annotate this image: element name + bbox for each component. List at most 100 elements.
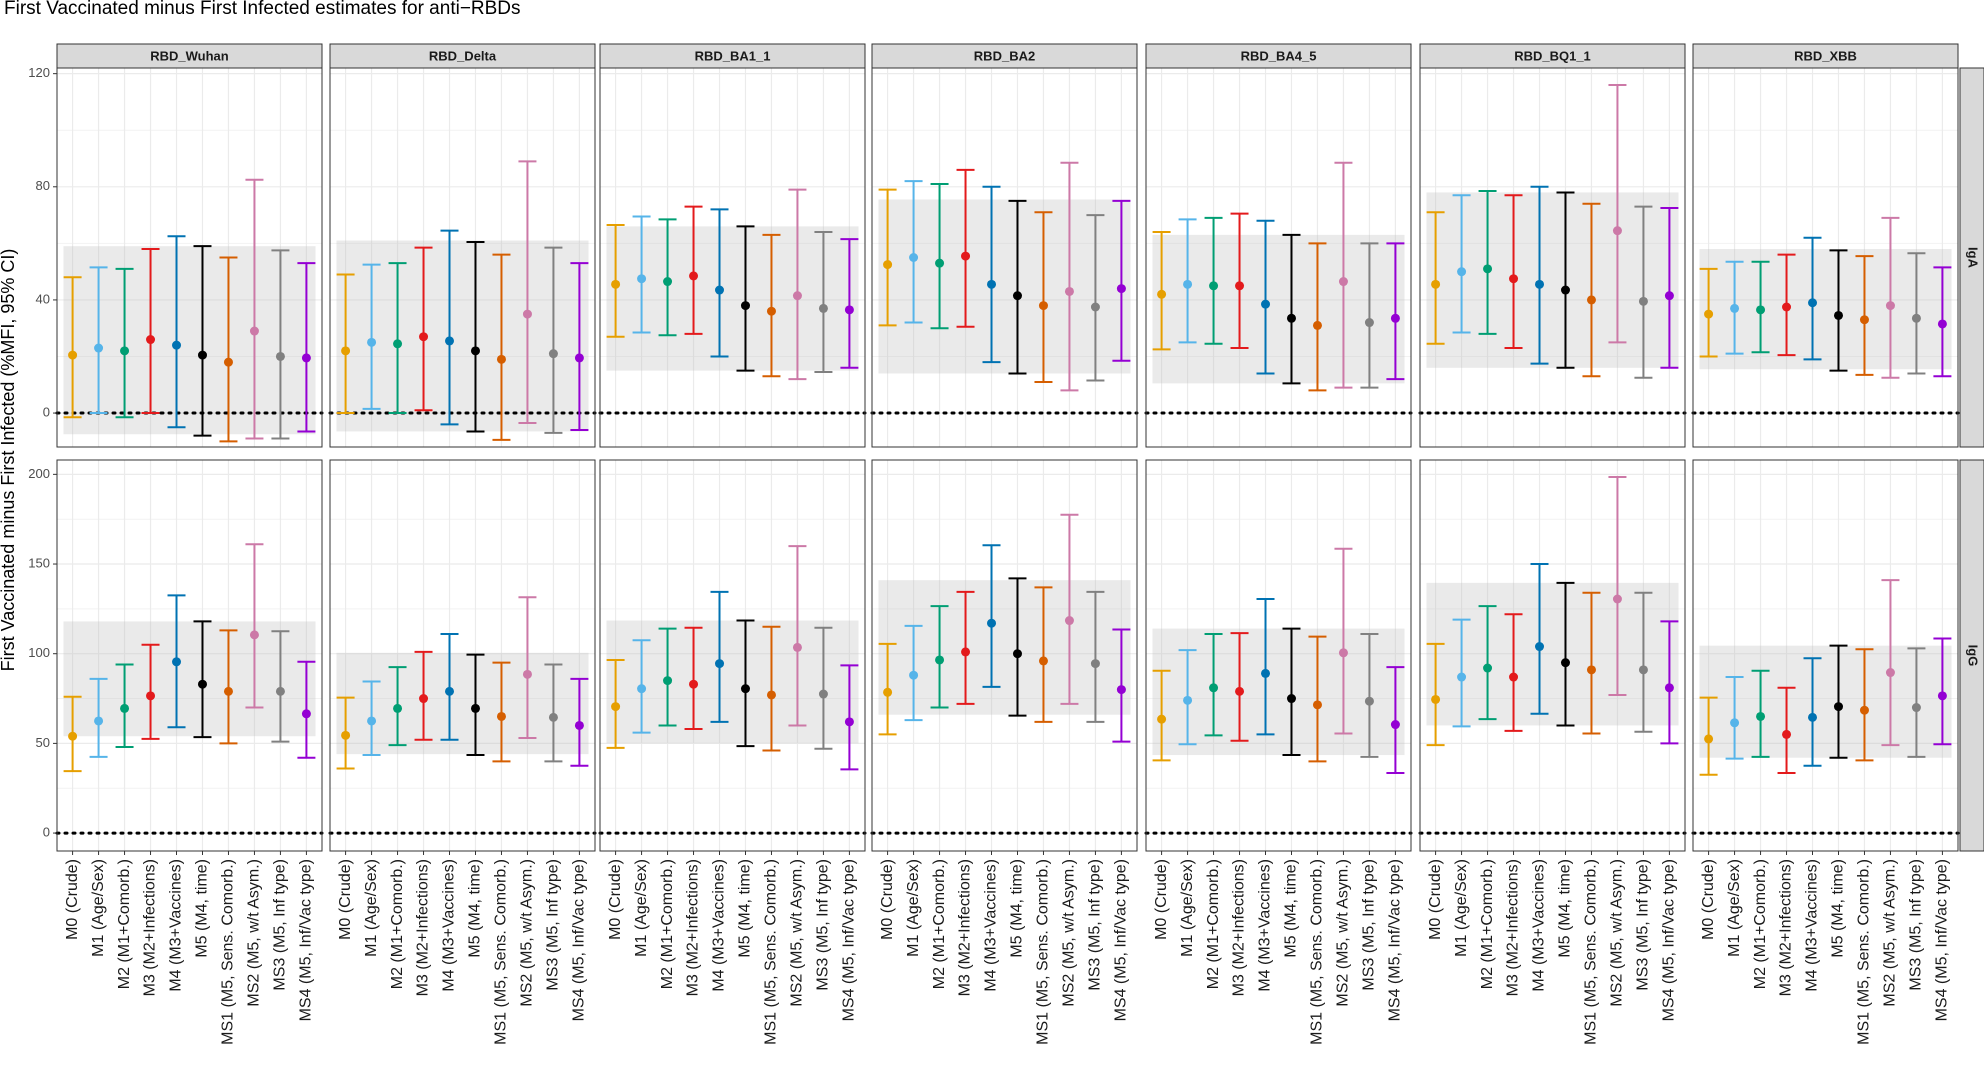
estimate-point-IgG-RBD_BQ1_1-1 xyxy=(1457,672,1467,682)
x-tick-label-RBD_BA2-2: M2 (M1+Comorb.) xyxy=(931,859,948,989)
errorbar-IgA-RBD_BQ1_1-6 xyxy=(1582,202,1601,378)
estimate-point-IgG-RBD_BA4_5-3 xyxy=(1235,686,1245,696)
estimate-point-IgA-RBD_BQ1_1-6 xyxy=(1586,295,1596,305)
errorbar-IgA-RBD_Wuhan-7 xyxy=(245,178,264,440)
estimate-point-IgA-RBD_BA4_5-1 xyxy=(1183,279,1193,289)
estimate-point-IgA-RBD_BA4_5-4 xyxy=(1261,299,1271,309)
estimate-point-IgA-RBD_BA1_1-3 xyxy=(689,271,699,281)
y-tick-label-IgG-50: 50 xyxy=(36,735,50,750)
estimate-point-IgA-RBD_BA4_5-9 xyxy=(1390,313,1400,323)
errorbar-IgA-RBD_BA2-9 xyxy=(1112,199,1131,362)
errorbar-IgG-RBD_BA4_5-5 xyxy=(1282,627,1301,757)
x-tick-label-RBD_BA1_1-6: MS1 (M5, Sens. Comorb.) xyxy=(763,859,780,1045)
estimate-point-IgA-RBD_BQ1_1-7 xyxy=(1612,226,1622,236)
estimate-point-IgA-RBD_BA2-2 xyxy=(935,258,945,268)
ci-band-IgG-RBD_BA4_5 xyxy=(1152,628,1405,756)
estimate-point-IgG-RBD_BA4_5-0 xyxy=(1157,714,1167,724)
ci-band-IgG-RBD_XBB xyxy=(1699,645,1952,758)
errorbar-IgA-RBD_BA1_1-8 xyxy=(814,231,833,374)
estimate-point-IgG-RBD_Delta-6 xyxy=(496,711,506,721)
errorbar-IgA-RBD_BA1_1-4 xyxy=(710,208,729,358)
errorbar-IgA-RBD_XBB-7 xyxy=(1881,216,1900,379)
y-tick-label-IgG-0: 0 xyxy=(43,825,50,840)
x-tick-label-RBD_BA2-0: M0 (Crude) xyxy=(879,859,896,940)
estimate-point-IgA-RBD_BA1_1-1 xyxy=(637,274,647,284)
errorbar-IgG-RBD_BA1_1-3 xyxy=(684,626,703,731)
estimate-point-IgA-RBD_XBB-0 xyxy=(1704,309,1714,319)
estimate-point-IgA-RBD_XBB-2 xyxy=(1756,305,1766,315)
errorbar-IgG-RBD_BA4_5-7 xyxy=(1334,547,1353,735)
panel-bg-IgG-RBD_Delta xyxy=(330,460,595,851)
estimate-point-IgA-RBD_BA2-8 xyxy=(1090,302,1100,312)
errorbar-IgA-RBD_Wuhan-8 xyxy=(271,249,290,440)
panel-strip-RBD_BQ1_1 xyxy=(1419,43,1686,69)
x-tick-label-RBD_BA2-3: M3 (M2+Infections) xyxy=(957,859,974,996)
estimate-point-IgA-RBD_Delta-6 xyxy=(496,354,506,364)
x-tick-label-RBD_BA4_5-1: M1 (Age/Sex) xyxy=(1179,859,1196,957)
errorbar-IgA-RBD_Wuhan-9 xyxy=(297,262,316,433)
panel-border-IgG-RBD_Wuhan xyxy=(56,459,323,852)
errorbar-IgG-RBD_BA4_5-8 xyxy=(1360,632,1379,758)
ci-band-IgA-RBD_BA2 xyxy=(878,199,1131,374)
panel-strip-label-RBD_Wuhan: RBD_Wuhan xyxy=(150,48,229,63)
x-tick-label-RBD_XBB-4: M4 (M3+Vaccines) xyxy=(1804,859,1821,992)
estimate-point-IgG-RBD_BA4_5-2 xyxy=(1209,683,1219,693)
estimate-point-IgA-RBD_XBB-8 xyxy=(1911,313,1921,323)
panel-bg-IgA-RBD_BQ1_1 xyxy=(1420,68,1685,447)
y-tick-label-IgG-200: 200 xyxy=(28,466,50,481)
errorbar-IgA-RBD_BQ1_1-0 xyxy=(1426,211,1445,345)
errorbar-IgA-RBD_BA2-8 xyxy=(1086,214,1105,382)
y-tick-label-IgA-40: 40 xyxy=(36,291,50,306)
errorbar-IgA-RBD_Wuhan-5 xyxy=(193,245,212,437)
estimate-point-IgG-RBD_BA1_1-9 xyxy=(844,717,854,727)
errorbar-IgA-RBD_Delta-1 xyxy=(362,263,381,410)
x-tick-label-RBD_XBB-2: M2 (M1+Comorb.) xyxy=(1752,859,1769,989)
ci-band-IgA-RBD_BA1_1 xyxy=(606,226,859,371)
errorbar-IgG-RBD_BA4_5-6 xyxy=(1308,635,1327,763)
errorbar-IgG-RBD_BQ1_1-9 xyxy=(1660,620,1679,745)
estimate-point-IgG-RBD_XBB-8 xyxy=(1911,703,1921,713)
errorbar-IgG-RBD_BA4_5-4 xyxy=(1256,598,1275,736)
estimate-point-IgA-RBD_Delta-0 xyxy=(341,346,351,356)
errorbar-IgG-RBD_XBB-5 xyxy=(1829,644,1848,759)
errorbar-IgA-RBD_BA2-0 xyxy=(878,188,897,327)
x-tick-label-RBD_BA2-6: MS1 (M5, Sens. Comorb.) xyxy=(1035,859,1052,1045)
x-tick-label-RBD_BA4_5-7: MS2 (M5, w/t Asym.) xyxy=(1335,859,1352,1007)
estimate-point-IgG-RBD_Delta-7 xyxy=(522,669,532,679)
x-tick-label-RBD_BA4_5-5: M5 (M4, time) xyxy=(1283,859,1300,958)
errorbar-IgG-RBD_BA2-6 xyxy=(1034,586,1053,723)
estimate-point-IgA-RBD_Wuhan-0 xyxy=(68,350,78,360)
estimate-point-IgA-RBD_XBB-9 xyxy=(1937,319,1947,329)
x-tick-label-RBD_BA4_5-4: M4 (M3+Vaccines) xyxy=(1257,859,1274,992)
estimate-point-IgA-RBD_XBB-1 xyxy=(1730,303,1740,313)
x-tick-label-RBD_XBB-5: M5 (M4, time) xyxy=(1830,859,1847,958)
panel-border-IgG-RBD_BQ1_1 xyxy=(1419,459,1686,852)
x-tick-label-RBD_Delta-6: MS1 (M5, Sens. Comorb.) xyxy=(493,859,510,1045)
estimate-point-IgA-RBD_BQ1_1-9 xyxy=(1664,291,1674,301)
x-tick-label-RBD_BA2-4: M4 (M3+Vaccines) xyxy=(983,859,1000,992)
estimate-point-IgG-RBD_BQ1_1-6 xyxy=(1586,665,1596,675)
estimate-point-IgG-RBD_BA2-1 xyxy=(909,670,919,680)
x-tick-label-RBD_BA4_5-8: MS3 (M5, Inf type) xyxy=(1361,859,1378,991)
estimate-point-IgA-RBD_BA4_5-0 xyxy=(1157,289,1167,299)
estimate-point-IgG-RBD_BQ1_1-9 xyxy=(1664,683,1674,693)
x-tick-label-RBD_BA1_1-8: MS3 (M5, Inf type) xyxy=(815,859,832,991)
errorbar-IgA-RBD_BA2-7 xyxy=(1060,161,1079,392)
estimate-point-IgA-RBD_XBB-7 xyxy=(1885,301,1895,311)
x-tick-label-RBD_Wuhan-4: M4 (M3+Vaccines) xyxy=(168,859,185,992)
estimate-point-IgA-RBD_BA4_5-2 xyxy=(1209,281,1219,291)
errorbar-IgG-RBD_BA2-5 xyxy=(1008,577,1027,717)
x-tick-label-RBD_Delta-1: M1 (Age/Sex) xyxy=(363,859,380,957)
y-tick-label-IgG-150: 150 xyxy=(28,555,50,570)
errorbar-IgG-RBD_XBB-7 xyxy=(1881,579,1900,747)
errorbar-IgA-RBD_XBB-5 xyxy=(1829,249,1848,372)
errorbar-IgG-RBD_XBB-1 xyxy=(1725,676,1744,760)
panel-border-IgA-RBD_Wuhan xyxy=(56,67,323,448)
estimate-point-IgG-RBD_BA4_5-1 xyxy=(1183,695,1193,705)
panel-strip-RBD_BA4_5 xyxy=(1145,43,1412,69)
ci-band-IgG-RBD_BA2 xyxy=(878,580,1131,715)
x-tick-label-RBD_BQ1_1-3: M3 (M2+Infections) xyxy=(1505,859,1522,996)
estimate-point-IgG-RBD_BA2-8 xyxy=(1090,659,1100,669)
estimate-point-IgG-RBD_Wuhan-2 xyxy=(120,703,130,713)
